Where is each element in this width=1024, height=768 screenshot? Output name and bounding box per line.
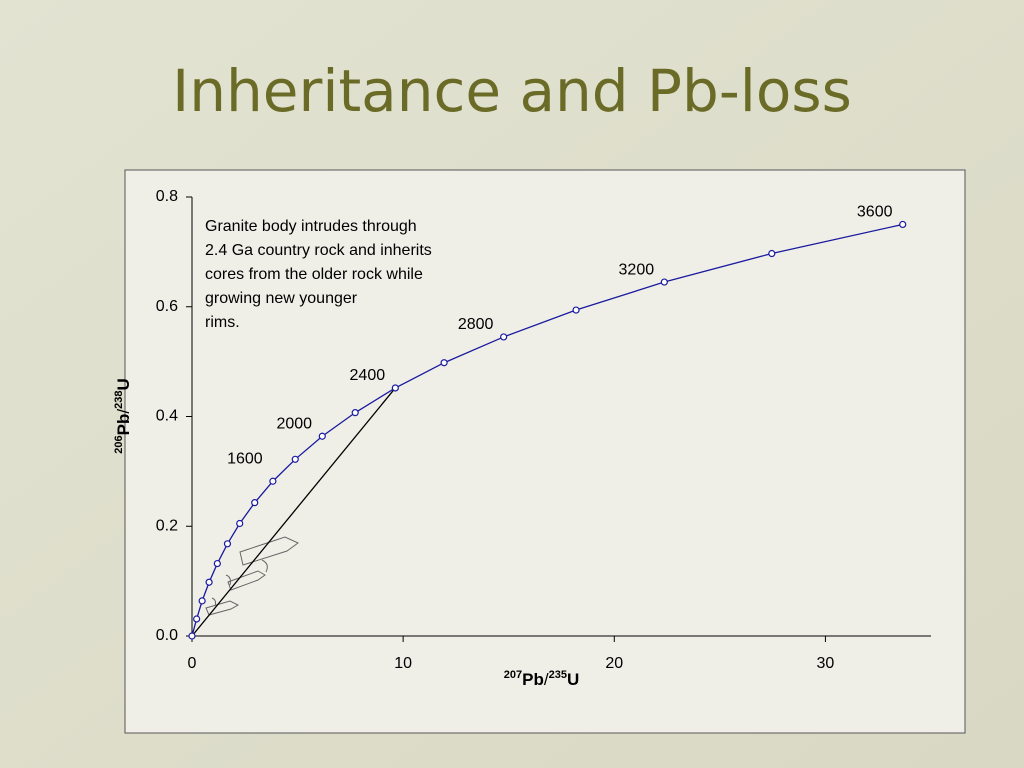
age-label: 1600 [227,450,263,467]
x-axis-title-part: U [567,670,579,689]
y-axis-title-part: 238 [113,391,125,409]
concordia-point [188,632,196,640]
concordia-point [236,519,244,528]
annotation-line: 2.4 Ga country rock and inherits [205,242,432,259]
y-tick-label: 0.4 [156,408,178,425]
concordia-point [351,409,359,417]
x-tick-label: 20 [605,655,623,672]
x-axis-title-part: Pb [522,670,544,689]
x-axis-title: 207Pb/235U [504,669,579,690]
concordia-point [223,540,232,548]
y-axis-title-slash: / [114,409,133,414]
discordia-line [191,387,396,637]
age-label: 2800 [458,316,494,333]
y-tick-label: 0.2 [156,517,178,534]
concordia-point [213,559,221,568]
age-label: 3200 [619,261,655,278]
y-axis-title-part: U [114,378,133,390]
concordia-point [500,333,508,341]
concordia-point [899,220,907,229]
x-axis-title-part: 235 [549,669,567,681]
concordia-point [291,455,299,463]
concordia-point [193,615,201,623]
annotation-line: growing new younger [205,290,358,307]
concordia-point [768,249,776,258]
concordia-point [198,597,206,605]
annotation-line: rims. [205,314,240,331]
annotation-line: cores from the older rock while [205,266,423,283]
age-label: 2400 [350,367,386,384]
concordia-point [440,359,448,367]
age-label: 2000 [276,415,312,432]
x-tick-label: 10 [394,655,412,672]
zircon-sketches [205,536,299,616]
age-label: 3600 [857,204,893,221]
y-tick-label: 0.0 [156,627,178,644]
x-tick-label: 30 [817,655,835,672]
slide-title: Inheritance and Pb-loss [172,57,852,125]
y-tick-label: 0.8 [156,188,178,205]
x-tick-label: 0 [188,655,197,672]
y-axis-title-part: 206 [113,435,125,453]
y-axis-title-part: Pb [114,414,133,436]
concordia-point [205,578,213,586]
concordia-point [269,477,277,485]
x-axis-title-part: 207 [504,669,522,681]
y-tick-label: 0.6 [156,298,178,315]
x-axis-title-slash: / [544,670,549,689]
concordia-point [660,278,668,286]
annotation-line: Granite body intrudes through [205,218,417,235]
concordia-point [318,432,326,440]
concordia-point [572,306,580,314]
concordia-point [251,499,259,507]
y-axis-title: 206Pb/238U [113,378,134,453]
concordia-point [391,384,399,392]
